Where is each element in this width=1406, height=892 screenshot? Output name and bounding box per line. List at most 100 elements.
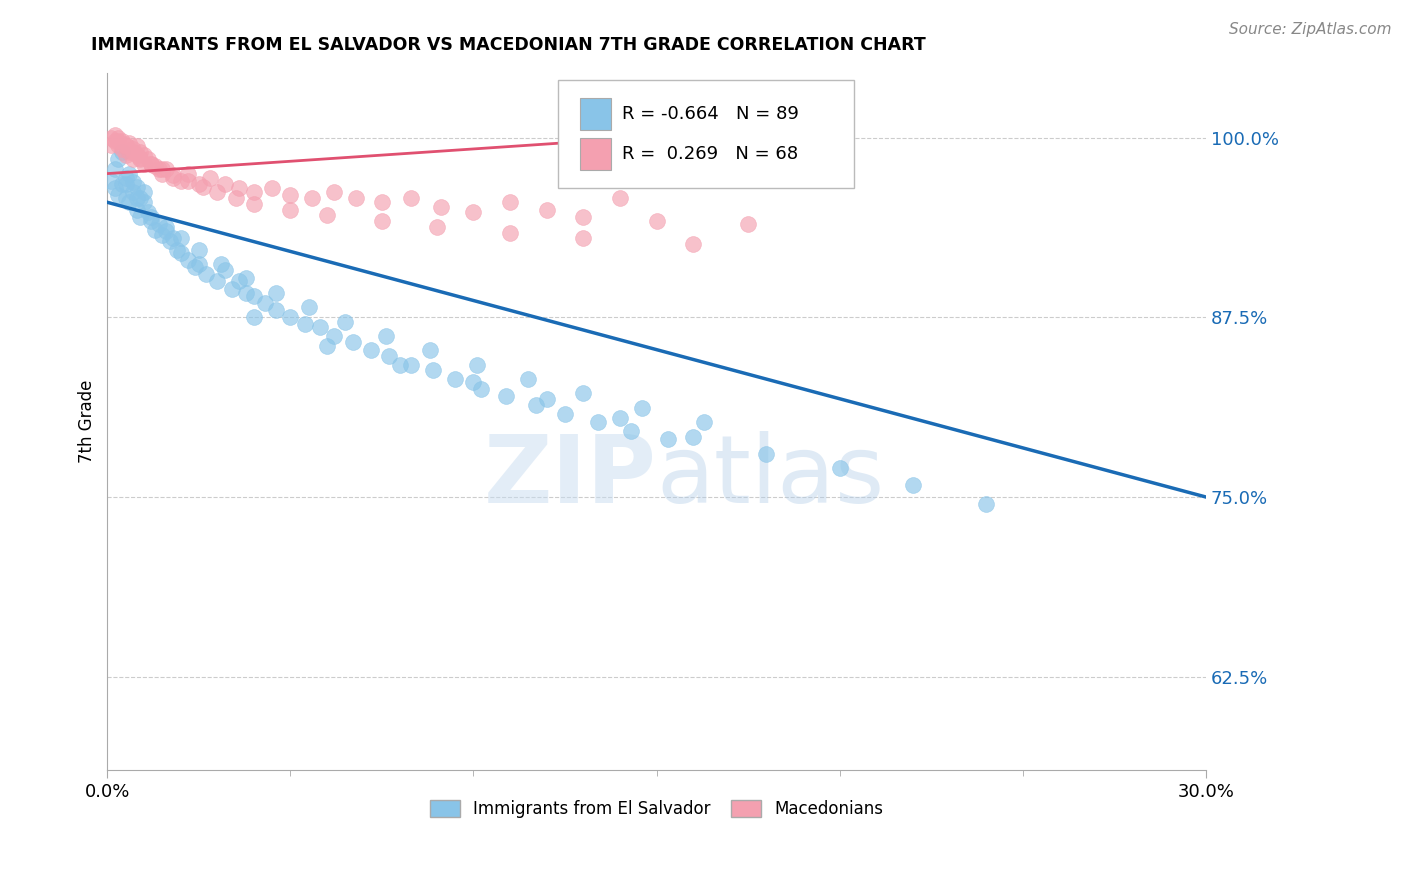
Point [657, 433, 679, 447]
Point [104, 134, 127, 148]
Point [572, 386, 595, 401]
Point [214, 263, 236, 277]
Point [125, 191, 148, 205]
Point [572, 210, 595, 224]
Point [463, 205, 485, 219]
Point [111, 145, 134, 159]
Point [141, 156, 163, 170]
Point [205, 274, 228, 288]
Text: R = -0.664   N = 89: R = -0.664 N = 89 [623, 105, 800, 123]
Point [499, 226, 522, 240]
Point [107, 130, 129, 145]
Point [209, 257, 232, 271]
FancyBboxPatch shape [558, 80, 855, 188]
Point [682, 237, 704, 252]
Point [360, 343, 382, 358]
Point [118, 136, 141, 151]
Point [214, 177, 236, 191]
Point [150, 228, 173, 243]
Point [104, 162, 127, 177]
Point [693, 415, 716, 429]
Point [205, 186, 228, 200]
Point [228, 181, 250, 195]
Point [609, 191, 631, 205]
Y-axis label: 7th Grade: 7th Grade [79, 380, 96, 463]
Point [294, 318, 316, 332]
Point [374, 329, 396, 343]
Point [114, 139, 136, 153]
Point [169, 231, 191, 245]
Point [184, 260, 207, 274]
Point [129, 210, 152, 224]
Point [111, 134, 134, 148]
Point [150, 162, 173, 177]
Point [280, 310, 302, 325]
Point [100, 130, 122, 145]
Point [159, 234, 181, 248]
Point [264, 303, 287, 318]
Point [280, 202, 302, 217]
Point [298, 300, 321, 314]
Point [155, 162, 177, 177]
Point [132, 195, 155, 210]
Point [141, 210, 163, 224]
Point [264, 285, 287, 300]
Point [572, 231, 595, 245]
Point [114, 191, 136, 205]
Text: Source: ZipAtlas.com: Source: ZipAtlas.com [1229, 22, 1392, 37]
Point [132, 156, 155, 170]
Point [111, 177, 134, 191]
Point [429, 200, 451, 214]
Point [243, 186, 266, 200]
Point [828, 461, 851, 475]
Point [169, 174, 191, 188]
Point [141, 156, 163, 170]
Point [132, 186, 155, 200]
Point [308, 320, 330, 334]
Point [187, 177, 209, 191]
Point [155, 224, 177, 238]
Point [107, 137, 129, 152]
Point [111, 142, 134, 156]
Point [378, 349, 401, 363]
Point [235, 285, 257, 300]
Point [465, 358, 488, 372]
FancyBboxPatch shape [579, 98, 612, 130]
Point [187, 257, 209, 271]
Point [517, 372, 540, 386]
Point [280, 188, 302, 202]
Point [122, 152, 145, 166]
Point [136, 205, 159, 219]
Point [125, 139, 148, 153]
Point [162, 231, 184, 245]
Point [162, 170, 184, 185]
Point [444, 372, 467, 386]
Point [470, 382, 492, 396]
Point [536, 392, 558, 407]
Point [323, 186, 346, 200]
Point [187, 243, 209, 257]
Point [682, 429, 704, 443]
Point [129, 151, 152, 165]
Point [620, 424, 643, 438]
Point [344, 191, 367, 205]
Point [191, 179, 214, 194]
Point [129, 191, 152, 205]
Point [122, 145, 145, 159]
Point [316, 339, 339, 353]
Point [100, 174, 122, 188]
Point [114, 137, 136, 152]
Point [554, 407, 576, 421]
Point [148, 162, 170, 177]
Point [524, 398, 547, 412]
Point [122, 175, 145, 189]
Point [495, 389, 517, 403]
Point [129, 145, 152, 159]
Point [225, 191, 247, 205]
Text: IMMIGRANTS FROM EL SALVADOR VS MACEDONIAN 7TH GRADE CORRELATION CHART: IMMIGRANTS FROM EL SALVADOR VS MACEDONIA… [91, 36, 927, 54]
Point [243, 310, 266, 325]
Point [253, 296, 276, 310]
Point [118, 145, 141, 159]
Text: R =  0.269   N = 68: R = 0.269 N = 68 [623, 145, 799, 163]
Point [243, 289, 266, 303]
